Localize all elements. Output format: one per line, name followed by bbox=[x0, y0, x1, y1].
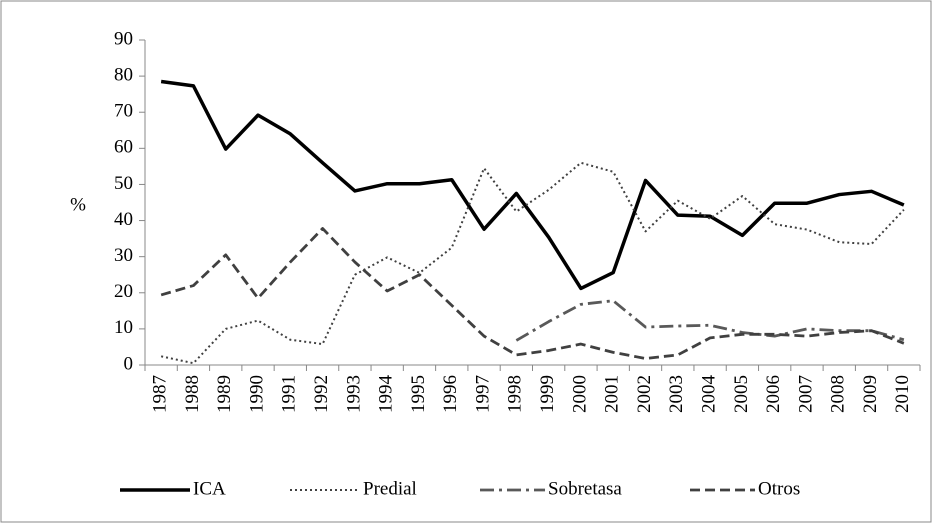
y-axis-label: % bbox=[70, 194, 86, 215]
x-tick-label: 1999 bbox=[537, 375, 558, 413]
x-tick-label: 2010 bbox=[892, 375, 913, 413]
y-tick-label: 50 bbox=[114, 173, 133, 194]
legend-label: Predial bbox=[363, 478, 417, 499]
y-tick-label: 70 bbox=[114, 101, 133, 122]
series-line bbox=[160, 161, 905, 365]
x-tick-label: 2000 bbox=[569, 375, 590, 413]
series-line bbox=[160, 227, 905, 360]
x-tick-label: 1998 bbox=[505, 375, 526, 413]
legend-label: Sobretasa bbox=[548, 478, 622, 499]
x-tick-label: 1993 bbox=[343, 375, 364, 413]
x-tick-label: 2005 bbox=[731, 375, 752, 413]
y-tick-label: 30 bbox=[114, 245, 133, 266]
x-tick-label: 2003 bbox=[666, 375, 687, 413]
y-tick-label: 0 bbox=[124, 353, 134, 374]
legend-label: Otros bbox=[758, 478, 800, 499]
x-tick-label: 1989 bbox=[214, 375, 235, 413]
x-tick-label: 2004 bbox=[698, 375, 719, 414]
x-tick-label: 2009 bbox=[860, 375, 881, 413]
x-tick-label: 1996 bbox=[440, 375, 461, 413]
y-tick-label: 40 bbox=[114, 209, 133, 230]
x-tick-label: 2006 bbox=[763, 375, 784, 413]
x-tick-label: 2002 bbox=[634, 375, 655, 413]
series-line bbox=[160, 79, 905, 291]
x-tick-label: 1992 bbox=[311, 375, 332, 413]
series-line bbox=[515, 299, 905, 342]
x-tick-label: 1994 bbox=[376, 375, 397, 414]
y-tick-label: 80 bbox=[114, 64, 133, 85]
y-tick-label: 20 bbox=[114, 281, 133, 302]
x-tick-label: 1991 bbox=[279, 375, 300, 413]
legend-label: ICA bbox=[193, 478, 226, 499]
y-tick-label: 10 bbox=[114, 317, 133, 338]
x-tick-label: 1990 bbox=[246, 375, 267, 413]
x-tick-label: 1987 bbox=[150, 375, 171, 413]
y-tick-label: 90 bbox=[114, 28, 133, 49]
x-tick-label: 2007 bbox=[795, 375, 816, 413]
x-tick-label: 1988 bbox=[182, 375, 203, 413]
x-tick-label: 1997 bbox=[472, 375, 493, 413]
x-tick-label: 2001 bbox=[602, 375, 623, 413]
y-tick-label: 60 bbox=[114, 137, 133, 158]
x-tick-label: 1995 bbox=[408, 375, 429, 413]
x-tick-label: 2008 bbox=[828, 375, 849, 413]
